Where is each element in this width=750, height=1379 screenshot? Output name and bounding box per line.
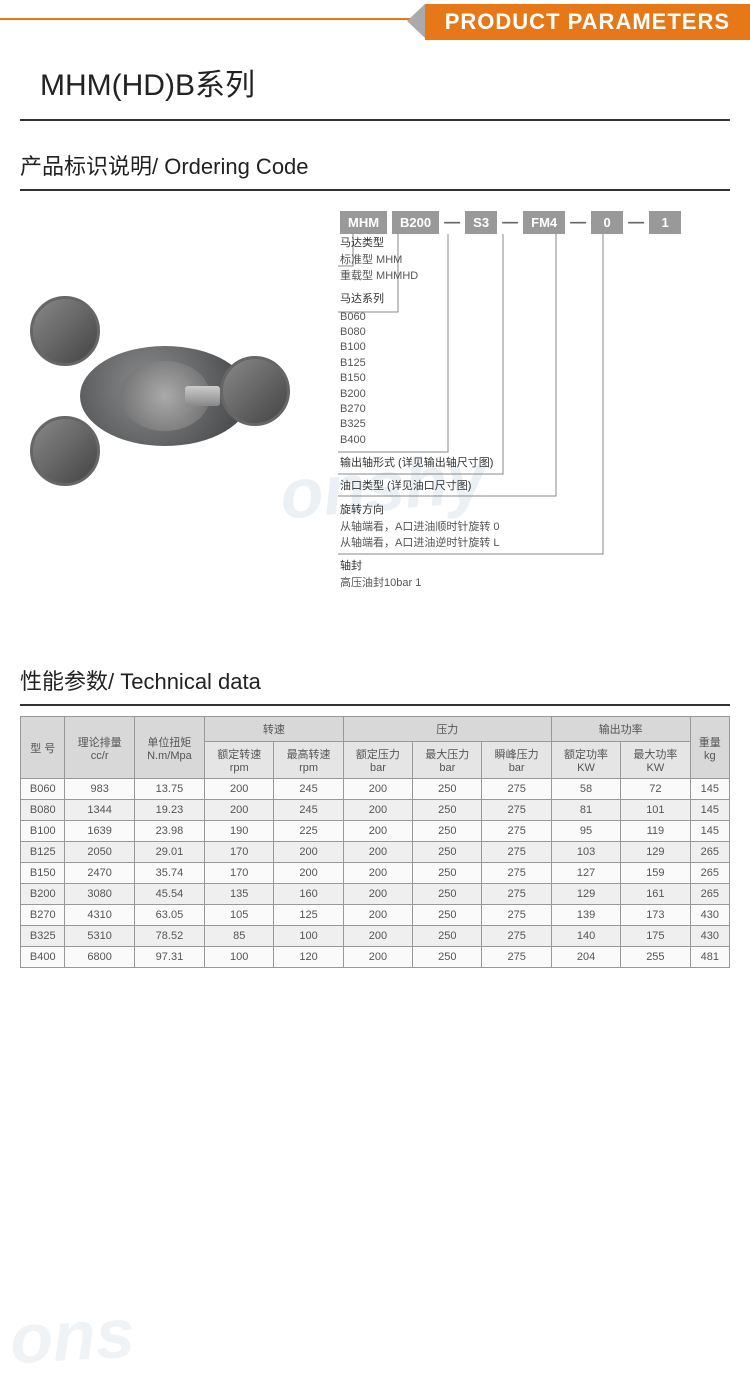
code-section: 旋转方向从轴端看，A口进油顺时针旋转 0从轴端看，A口进油逆时针旋转 L [340,503,700,551]
ordering-code-diagram: onshy MHM B200 — S3 — FM4 — 0 — 1 [0,206,750,636]
watermark-2: ons [8,1293,136,1379]
table-header: 型 号 [21,717,65,779]
table-subheader: 额定功率KW [551,742,620,779]
code-section: 油口类型 (详见油口尺寸图) [340,479,700,494]
table-row: B270431063.05105125200250275139173430 [21,905,730,926]
table-subheader: 最高转速rpm [274,742,343,779]
product-image [20,286,320,516]
code-box-4: FM4 [523,211,565,234]
table-subheader: 瞬峰压力bar [482,742,551,779]
table-row: B080134419.2320024520025027581101145 [21,800,730,821]
tech-title: 性能参数/ Technical data [20,656,730,706]
table-subheader: 最大功率KW [621,742,690,779]
code-box-2: B200 [392,211,439,234]
table-header: 输出功率 [551,717,690,742]
table-row: B325531078.5285100200250275140175430 [21,926,730,947]
code-section: 马达类型标准型 MHM重载型 MHMHD [340,236,700,284]
table-row: B150247035.74170200200250275127159265 [21,863,730,884]
table-subheader: 额定转速rpm [205,742,274,779]
table-subheader: 额定压力bar [343,742,412,779]
table-header: 单位扭矩N.m/Mpa [134,717,204,779]
ordering-code-boxes: MHM B200 — S3 — FM4 — 0 — 1 [340,211,681,234]
code-box-1: MHM [340,211,387,234]
code-box-5: 0 [591,211,623,234]
code-descriptions: 马达类型标准型 MHM重载型 MHMHD 马达系列B060B080B100B125… [340,236,700,616]
table-row: B100163923.9819022520025027595119145 [21,821,730,842]
code-section: 马达系列B060B080B100B125B150B200B270B325B400 [340,292,700,448]
table-row: B125205029.01170200200250275103129265 [21,842,730,863]
code-section: 轴封高压油封10bar 1 [340,559,700,592]
code-box-3: S3 [465,211,497,234]
table-header: 重量kg [690,717,729,779]
technical-data-section: 性能参数/ Technical data ons 型 号理论排量cc/r单位扭矩… [0,656,750,998]
table-row: B06098313.752002452002502755872145 [21,779,730,800]
technical-data-table: 型 号理论排量cc/r单位扭矩N.m/Mpa转速压力输出功率重量kg 额定转速rp… [20,716,730,968]
ordering-title: 产品标识说明/ Ordering Code [20,141,730,191]
table-header: 转速 [205,717,344,742]
banner: PRODUCT PARAMETERS [0,0,750,40]
code-box-6: 1 [649,211,681,234]
table-subheader: 最大压力bar [413,742,482,779]
banner-title: PRODUCT PARAMETERS [425,4,750,40]
series-title: MHM(HD)B系列 [20,50,730,121]
table-header: 理论排量cc/r [65,717,134,779]
code-section: 输出轴形式 (详见输出轴尺寸图) [340,456,700,471]
table-header: 压力 [343,717,551,742]
table-row: B400680097.31100120200250275204255481 [21,947,730,968]
table-row: B200308045.54135160200250275129161265 [21,884,730,905]
